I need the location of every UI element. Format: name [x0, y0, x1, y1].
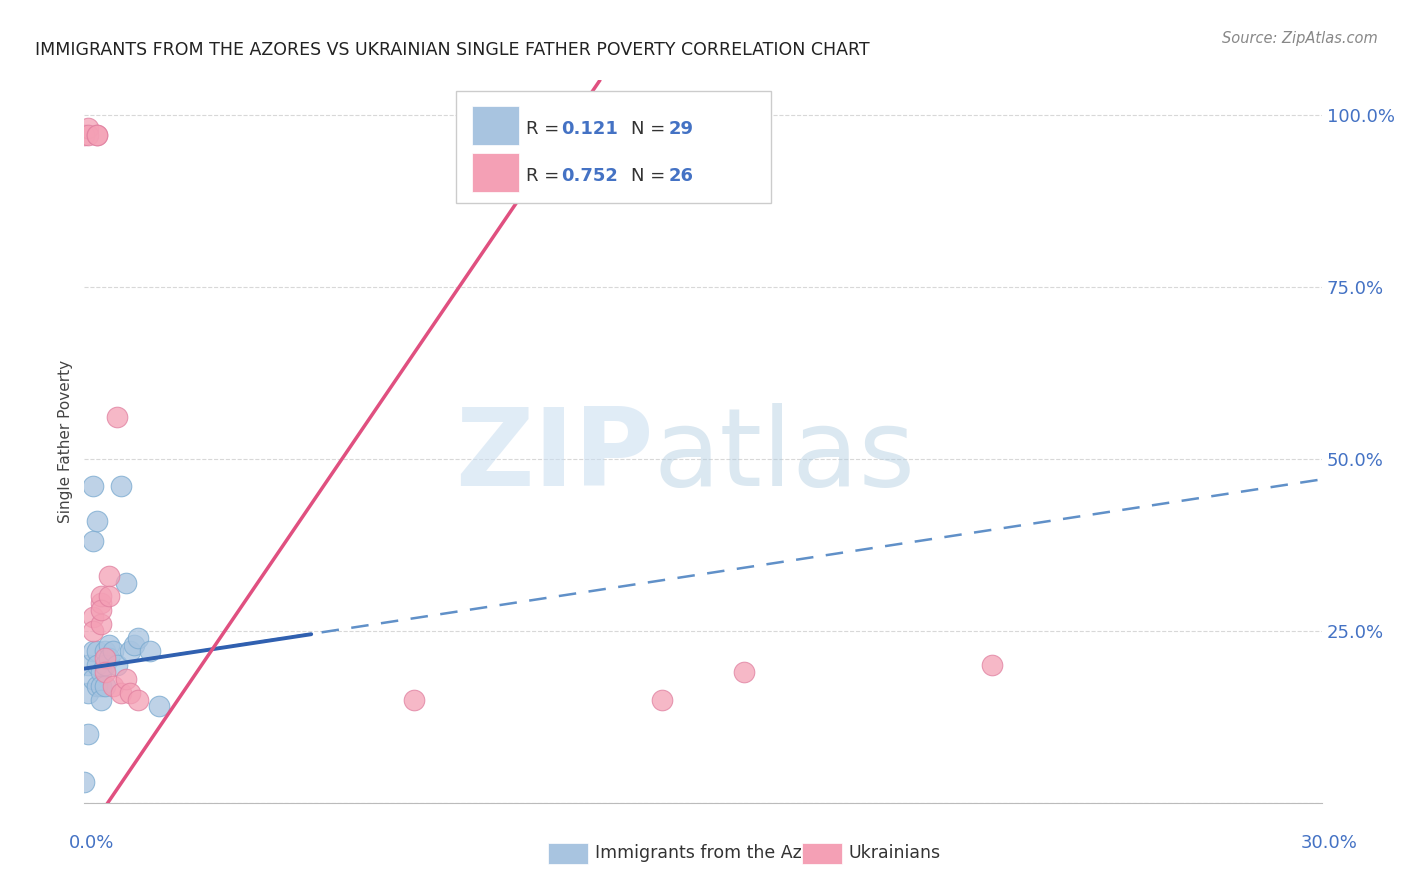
Point [94, 679, 117, 693]
Point [568, 128, 591, 143]
Point [127, 631, 149, 645]
Point [105, 658, 128, 673]
Point [94, 665, 117, 679]
FancyBboxPatch shape [471, 153, 519, 193]
Point [77, 128, 100, 143]
Text: 29: 29 [668, 120, 693, 138]
Point [98, 568, 121, 582]
Point [139, 644, 162, 658]
Point [94, 644, 117, 658]
Point [98, 590, 121, 604]
Point [122, 638, 145, 652]
Point [114, 575, 136, 590]
Point [82, 644, 104, 658]
Point [86, 128, 108, 143]
Point [90, 692, 112, 706]
Point [82, 624, 104, 638]
Point [94, 651, 117, 665]
Point [73, 128, 96, 143]
FancyBboxPatch shape [456, 91, 770, 203]
Point [90, 665, 112, 679]
Text: Ukrainians: Ukrainians [849, 845, 941, 863]
Text: 0.0%: 0.0% [69, 834, 114, 852]
Point [73, 775, 96, 789]
Point [651, 692, 673, 706]
Text: 0.752: 0.752 [561, 168, 617, 186]
Point [118, 686, 141, 700]
Point [103, 644, 125, 658]
FancyBboxPatch shape [548, 843, 588, 864]
Point [980, 658, 1002, 673]
Text: 30.0%: 30.0% [1301, 834, 1357, 852]
Text: N =: N = [631, 120, 671, 138]
Point [82, 672, 104, 686]
Point [90, 616, 112, 631]
Point [94, 658, 117, 673]
Text: IMMIGRANTS FROM THE AZORES VS UKRAINIAN SINGLE FATHER POVERTY CORRELATION CHART: IMMIGRANTS FROM THE AZORES VS UKRAINIAN … [35, 41, 869, 59]
Point [86, 679, 108, 693]
FancyBboxPatch shape [471, 105, 519, 145]
Point [86, 658, 108, 673]
Point [118, 644, 141, 658]
Text: 0.121: 0.121 [561, 120, 617, 138]
Point [90, 596, 112, 610]
Point [114, 672, 136, 686]
Point [82, 610, 104, 624]
Point [86, 644, 108, 658]
Point [82, 534, 104, 549]
Point [103, 679, 125, 693]
Point [90, 603, 112, 617]
Point [82, 479, 104, 493]
FancyBboxPatch shape [801, 843, 842, 864]
Point [90, 679, 112, 693]
Point [86, 128, 108, 143]
Text: R =: R = [526, 168, 565, 186]
Point [90, 590, 112, 604]
Point [98, 638, 121, 652]
Point [77, 121, 100, 136]
Point [105, 410, 128, 425]
Point [404, 692, 426, 706]
Point [77, 686, 100, 700]
Text: 26: 26 [668, 168, 693, 186]
Point [110, 479, 132, 493]
Text: Immigrants from the Azores: Immigrants from the Azores [595, 845, 839, 863]
Point [733, 665, 755, 679]
Point [77, 727, 100, 741]
Text: Source: ZipAtlas.com: Source: ZipAtlas.com [1222, 31, 1378, 46]
Point [98, 651, 121, 665]
Y-axis label: Single Father Poverty: Single Father Poverty [58, 360, 73, 523]
Point [86, 514, 108, 528]
Point [127, 692, 149, 706]
Text: ZIP: ZIP [456, 403, 654, 509]
Text: atlas: atlas [654, 403, 915, 509]
Point [77, 658, 100, 673]
Text: R =: R = [526, 120, 565, 138]
Point [148, 699, 170, 714]
Point [110, 686, 132, 700]
Text: N =: N = [631, 168, 671, 186]
